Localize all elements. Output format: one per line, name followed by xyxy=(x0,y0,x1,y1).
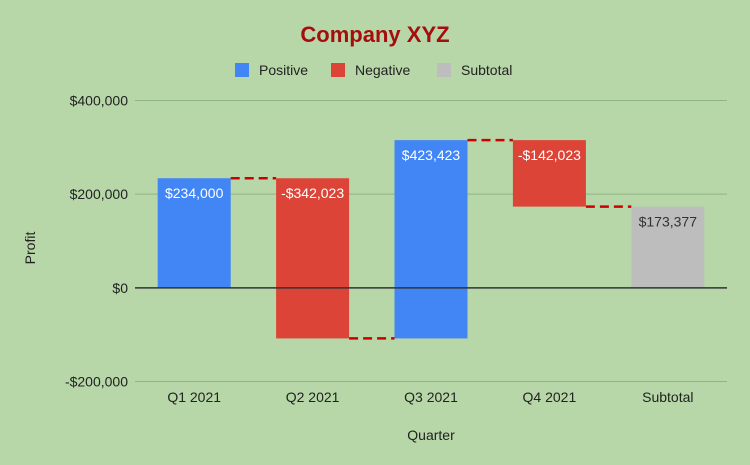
x-tick-label: Q1 2021 xyxy=(167,389,221,405)
y-axis-ticks: $400,000 $200,000 $0 -$200,000 xyxy=(65,93,128,390)
x-tick-label: Q2 2021 xyxy=(286,389,340,405)
data-label: -$142,023 xyxy=(518,147,581,163)
chart-title: Company XYZ xyxy=(300,22,449,47)
data-labels: $234,000 -$342,023 $423,423 -$142,023 $173,3… xyxy=(165,147,697,230)
legend-swatch-negative xyxy=(331,63,345,77)
bar-positive xyxy=(157,178,231,288)
legend-swatch-positive xyxy=(235,63,249,77)
legend-label: Negative xyxy=(355,62,410,78)
legend: Positive Negative Subtotal xyxy=(235,62,512,78)
data-label: $234,000 xyxy=(165,185,224,201)
x-tick-label: Q4 2021 xyxy=(523,389,577,405)
legend-label: Positive xyxy=(259,62,308,78)
legend-label: Subtotal xyxy=(461,62,512,78)
x-tick-label: Subtotal xyxy=(642,389,693,405)
y-tick-label: -$200,000 xyxy=(65,374,128,390)
x-tick-label: Q3 2021 xyxy=(404,389,458,405)
connectors xyxy=(230,138,632,340)
legend-swatch-subtotal xyxy=(437,63,451,77)
bar-negative xyxy=(512,140,586,207)
y-tick-label: $400,000 xyxy=(70,93,129,109)
y-axis-title: Profit xyxy=(22,232,38,265)
x-axis-title: Quarter xyxy=(407,427,455,443)
y-tick-label: $0 xyxy=(112,280,128,296)
data-label: -$342,023 xyxy=(281,185,344,201)
bar-subtotal xyxy=(631,206,705,288)
data-label: $173,377 xyxy=(639,214,698,230)
x-axis-ticks: Q1 2021 Q2 2021 Q3 2021 Q4 2021 Subtotal xyxy=(167,389,693,405)
data-label: $423,423 xyxy=(402,147,461,163)
bar-negative xyxy=(276,178,350,339)
bars xyxy=(157,140,705,339)
y-tick-label: $200,000 xyxy=(70,186,129,202)
bar-positive xyxy=(394,140,468,339)
